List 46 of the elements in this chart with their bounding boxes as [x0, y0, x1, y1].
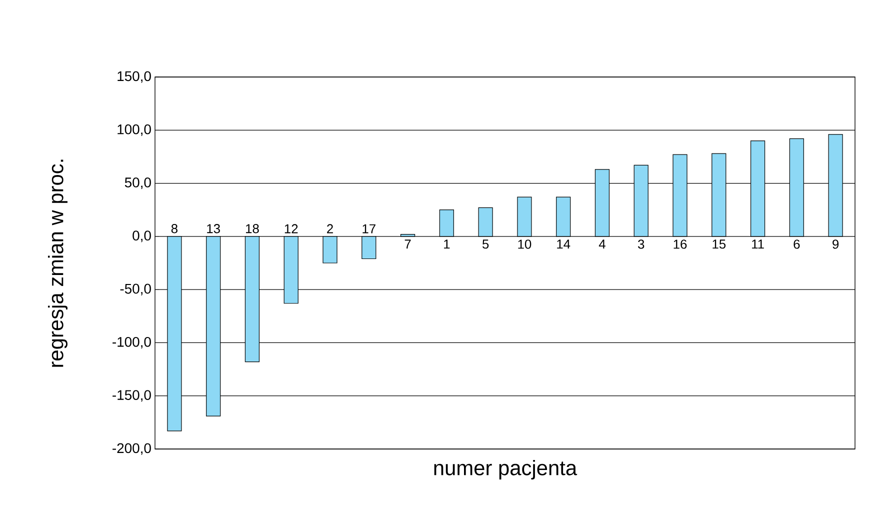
bar	[828, 134, 843, 237]
bar	[750, 140, 766, 237]
x-tick-label: 13	[207, 224, 220, 234]
bar	[789, 138, 804, 237]
y-tick-label: 150,0	[118, 71, 151, 83]
y-tick-label: -100,0	[112, 336, 151, 348]
x-tick-label: 18	[246, 224, 259, 234]
x-tick-label: 6	[794, 240, 800, 249]
x-tick-label: 14	[557, 240, 570, 249]
x-axis-title: numer pacjenta	[434, 460, 578, 480]
x-tick-label: 16	[674, 240, 687, 249]
y-tick-label: 0,0	[132, 230, 151, 242]
bar	[322, 236, 338, 264]
y-tick-label: 100,0	[118, 124, 151, 136]
bar	[167, 236, 182, 432]
x-tick-label: 15	[712, 240, 726, 249]
bar	[439, 210, 454, 237]
bar	[672, 154, 688, 237]
x-tick-label: 4	[598, 240, 606, 249]
x-tick-label: 1	[444, 240, 450, 249]
bar	[284, 236, 298, 304]
x-tick-label: 5	[482, 240, 489, 249]
bar	[206, 236, 221, 416]
bar	[400, 234, 416, 237]
y-axis-title: regresja zmian w proc.	[48, 160, 68, 367]
bar	[362, 236, 376, 260]
bar	[556, 196, 571, 237]
bar	[634, 164, 648, 237]
x-tick-label: 10	[518, 240, 532, 249]
bar	[244, 236, 260, 362]
y-tick-label: -150,0	[112, 390, 151, 402]
bar	[517, 196, 532, 237]
x-tick-label: 11	[752, 240, 764, 249]
bar	[478, 207, 493, 237]
x-tick-label: 2	[327, 224, 333, 234]
y-tick-label: -200,0	[112, 443, 151, 455]
bar	[594, 169, 610, 237]
bar	[712, 153, 726, 237]
x-tick-label: 9	[832, 240, 839, 249]
x-tick-label: 12	[284, 224, 298, 234]
y-tick-label: -50,0	[120, 284, 151, 296]
x-tick-label: 3	[638, 240, 644, 249]
y-tick-label: 50,0	[124, 178, 151, 190]
x-tick-label: 7	[404, 240, 411, 249]
x-tick-label: 17	[362, 224, 376, 234]
x-tick-label: 8	[171, 224, 178, 234]
